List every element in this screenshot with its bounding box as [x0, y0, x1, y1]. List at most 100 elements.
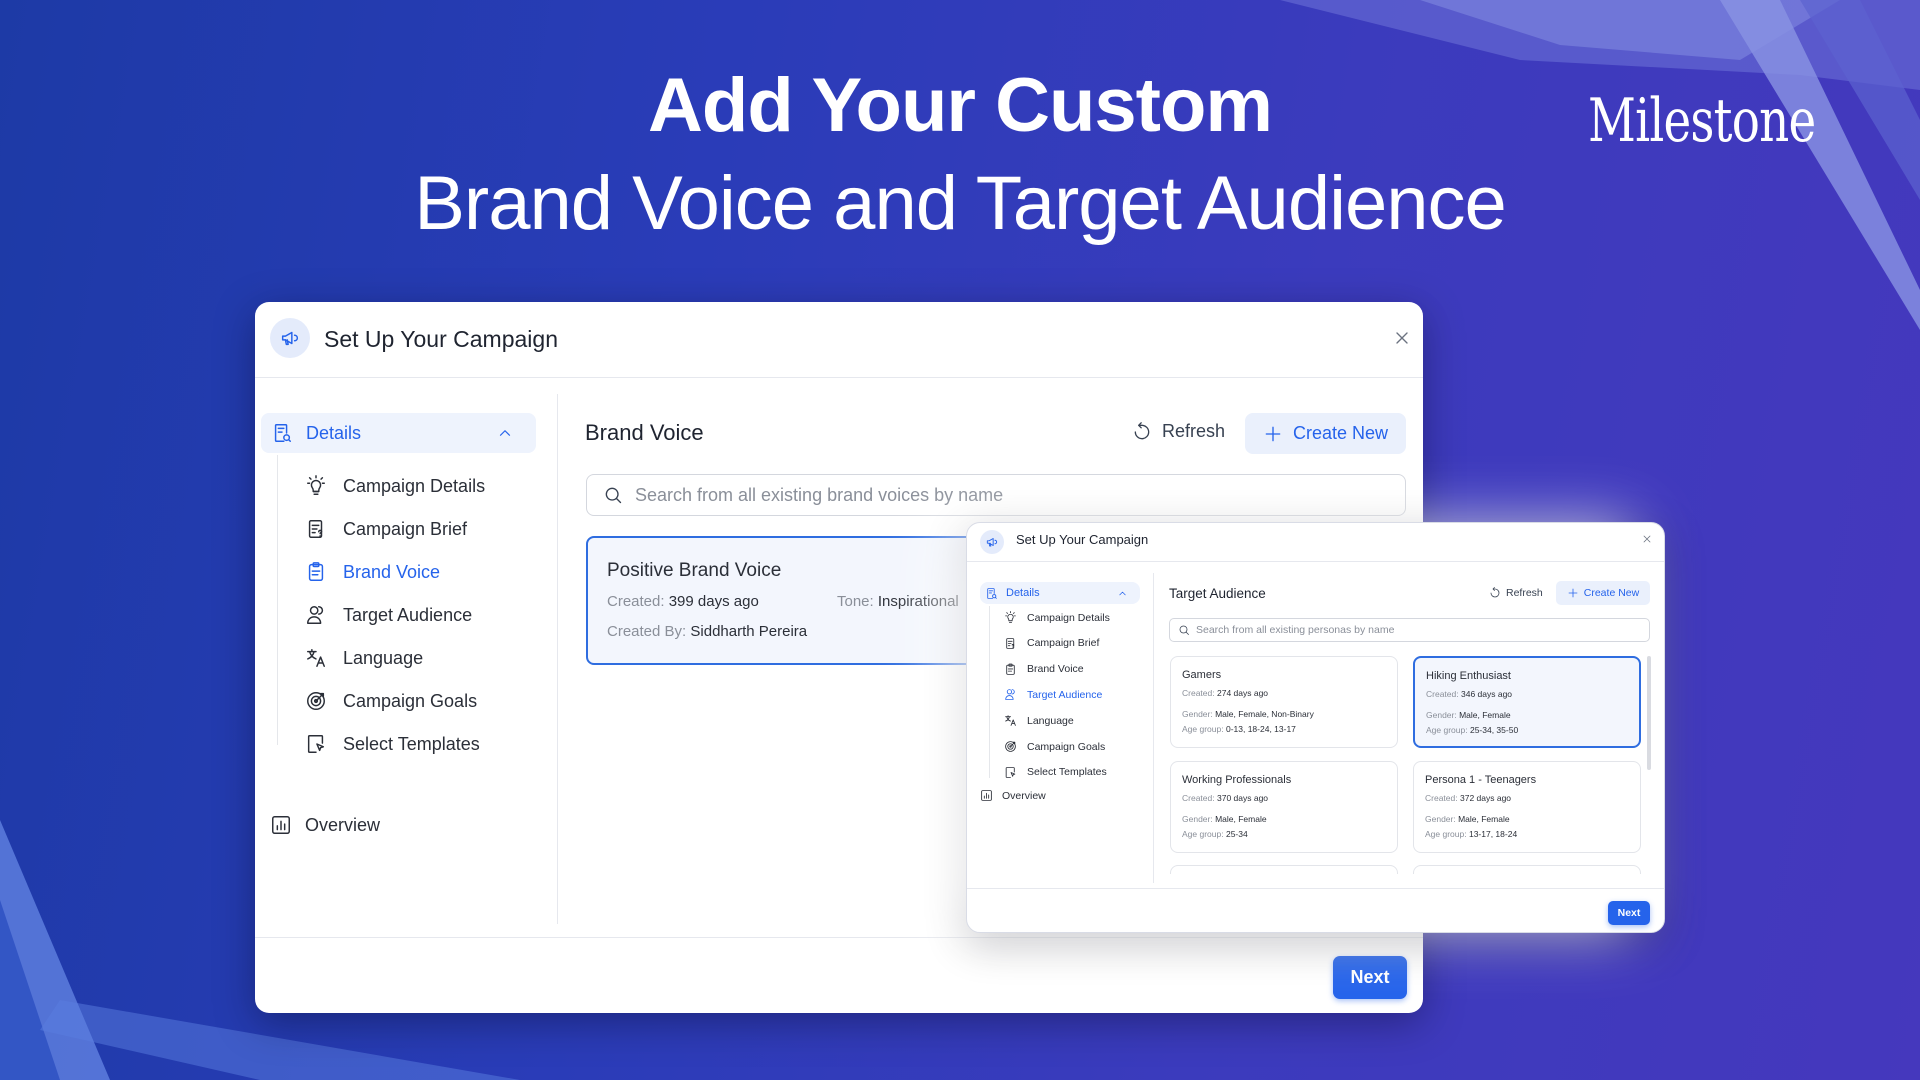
- bulb-icon: [1004, 611, 1017, 624]
- brand-voice-search-input[interactable]: Search from all existing brand voices by…: [586, 474, 1406, 516]
- sidebar-item-select-templates[interactable]: Select Templates: [305, 733, 480, 755]
- created-label: Created:: [1182, 688, 1215, 698]
- persona-search-input[interactable]: Search from all existing personas by nam…: [1169, 618, 1650, 642]
- clipboard-icon: [305, 561, 327, 583]
- persona-card[interactable]: Persona 1 - Teenagers Created: 372 days …: [1413, 761, 1641, 853]
- refresh-icon: [1132, 421, 1152, 442]
- section-title: Brand Voice: [585, 420, 704, 445]
- sidebar-item-campaign-goals[interactable]: Campaign Goals: [305, 690, 477, 712]
- language-icon: [305, 647, 327, 669]
- sidebar-item-language[interactable]: Language: [1004, 714, 1074, 727]
- sidebar-item-campaign-brief[interactable]: Campaign Brief: [1004, 637, 1099, 650]
- sidebar-item-campaign-details[interactable]: Campaign Details: [1004, 611, 1110, 624]
- age-group-label: Age group:: [1182, 724, 1224, 734]
- age-group-value: 13-17, 18-24: [1468, 829, 1518, 839]
- sidebar-item-language[interactable]: Language: [305, 647, 423, 669]
- users-icon: [305, 604, 327, 626]
- search-placeholder: Search from all existing personas by nam…: [1196, 624, 1395, 636]
- age-group-label: Age group:: [1426, 725, 1468, 735]
- next-button[interactable]: Next: [1608, 901, 1650, 925]
- next-button[interactable]: Next: [1333, 956, 1407, 999]
- refresh-button[interactable]: Refresh: [1132, 421, 1225, 442]
- details-icon: [985, 587, 998, 600]
- created-by-label: Created By:: [607, 623, 687, 640]
- persona-card[interactable]: Hiking Enthusiast Created: 346 days ago …: [1413, 656, 1641, 748]
- gender-label: Gender:: [1425, 814, 1456, 824]
- sidebar-item-label: Brand Voice: [343, 561, 441, 582]
- target-icon: [305, 690, 327, 712]
- refresh-button[interactable]: Refresh: [1489, 587, 1543, 599]
- megaphone-icon: [980, 530, 1004, 554]
- brief-icon: [1004, 637, 1017, 650]
- brand-voice-card[interactable]: Positive Brand Voice Created: 399 days a…: [586, 536, 1026, 665]
- megaphone-icon: [270, 318, 310, 358]
- chart-icon: [980, 789, 993, 802]
- sidebar-item-label: Target Audience: [1027, 688, 1103, 701]
- template-icon: [1004, 766, 1017, 779]
- close-icon[interactable]: [1641, 533, 1653, 545]
- sidebar-item-label: Campaign Brief: [343, 518, 468, 539]
- close-icon[interactable]: [1392, 328, 1412, 348]
- persona-name: Gamers: [1182, 669, 1222, 681]
- sidebar-item-label: Language: [1027, 714, 1074, 727]
- sidebar-item-label: Brand Voice: [1027, 663, 1084, 676]
- sidebar-group-details[interactable]: Details: [261, 413, 536, 453]
- persona-name: Persona 1 - Teenagers: [1425, 774, 1537, 786]
- create-new-button[interactable]: Create New: [1556, 581, 1650, 605]
- headline-line-2: Brand Voice and Target Audience: [414, 161, 1507, 246]
- sidebar-item-label: Target Audience: [343, 604, 473, 625]
- brief-icon: [305, 518, 327, 540]
- refresh-label: Refresh: [1506, 587, 1543, 599]
- sidebar-item-target-audience[interactable]: Target Audience: [1004, 688, 1102, 701]
- refresh-label: Refresh: [1162, 421, 1226, 441]
- sidebar-item-overview[interactable]: Overview: [270, 814, 380, 836]
- persona-card[interactable]: Working Professionals Created: 370 days …: [1170, 761, 1398, 853]
- sidebar-item-brand-voice[interactable]: Brand Voice: [305, 561, 440, 583]
- sidebar-item-label: Overview: [305, 814, 381, 835]
- create-new-button[interactable]: Create New: [1245, 413, 1406, 454]
- sidebar-item-label: Campaign Goals: [343, 690, 478, 711]
- milestone-logo: Milestone: [1588, 86, 1816, 156]
- users-icon: [1004, 688, 1017, 701]
- create-new-label: Create New: [1292, 423, 1389, 443]
- gender-label: Gender:: [1426, 710, 1457, 720]
- dialog-title: Set Up Your Campaign: [324, 326, 558, 352]
- language-icon: [1004, 714, 1017, 727]
- scrollbar[interactable]: [1647, 656, 1651, 770]
- sidebar-item-label: Campaign Details: [343, 475, 486, 496]
- created-value: 370 days ago: [1216, 793, 1269, 803]
- persona-name: Hiking Enthusiast: [1426, 670, 1511, 682]
- gender-label: Gender:: [1182, 709, 1213, 719]
- sidebar-item-brand-voice[interactable]: Brand Voice: [1004, 663, 1084, 676]
- gender-value: Male, Female, Non-Binary: [1215, 709, 1314, 719]
- gender-value: Male, Female: [1458, 814, 1510, 824]
- chevron-up-icon[interactable]: [1117, 588, 1128, 599]
- sidebar-item-campaign-goals[interactable]: Campaign Goals: [1004, 740, 1105, 753]
- persona-card[interactable]: Gamers Created: 274 days ago Gender: Mal…: [1170, 656, 1398, 748]
- search-icon: [603, 485, 623, 505]
- clipboard-icon: [1004, 663, 1017, 676]
- created-label: Created:: [607, 593, 665, 610]
- age-group-value: 25-34, 35-50: [1469, 725, 1519, 735]
- created-label: Created:: [1182, 793, 1215, 803]
- details-icon: [271, 422, 293, 444]
- sidebar-item-target-audience[interactable]: Target Audience: [305, 604, 472, 626]
- sidebar-item-campaign-brief[interactable]: Campaign Brief: [305, 518, 467, 540]
- age-group-value: 25-34: [1225, 829, 1248, 839]
- refresh-icon: [1489, 587, 1501, 599]
- sidebar-item-label: Campaign Goals: [1027, 740, 1106, 753]
- sidebar-item-select-templates[interactable]: Select Templates: [1004, 766, 1107, 779]
- section-title: Target Audience: [1169, 586, 1266, 601]
- sidebar-item-campaign-details[interactable]: Campaign Details: [305, 475, 485, 497]
- sidebar-group-details[interactable]: Details: [980, 582, 1140, 604]
- age-group-label: Age group:: [1182, 829, 1224, 839]
- sidebar-item-overview[interactable]: Overview: [980, 789, 1046, 802]
- created-value: 372 days ago: [1459, 793, 1512, 803]
- sidebar-item-label: Select Templates: [343, 733, 480, 754]
- chart-icon: [270, 814, 292, 836]
- chevron-up-icon[interactable]: [496, 424, 514, 442]
- dialog-title: Set Up Your Campaign: [1016, 532, 1149, 547]
- created-by-value: Siddharth Pereira: [690, 623, 808, 640]
- card-title: Positive Brand Voice: [607, 560, 782, 581]
